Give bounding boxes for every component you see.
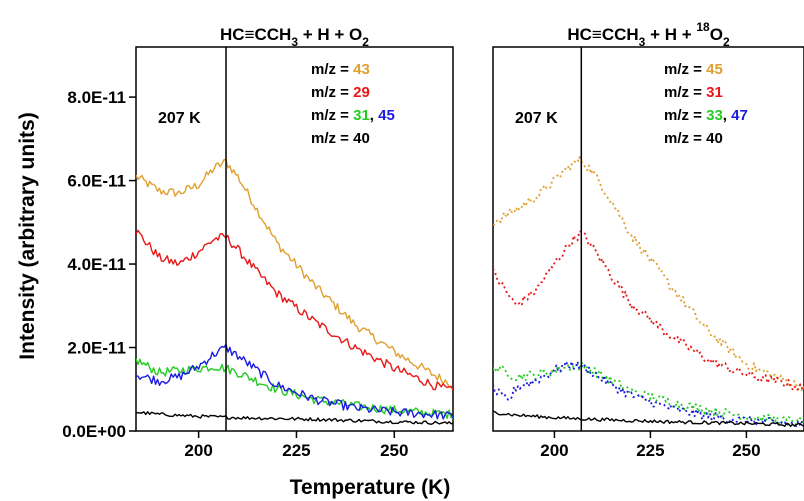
legend-entry: m/z = 40: [664, 130, 723, 147]
y-tick-label: 0.0E+00: [62, 422, 126, 441]
y-axis-title: Intensity (arbitrary units): [16, 112, 39, 359]
legend-entry: m/z = 45: [664, 61, 723, 78]
legend-entry: m/z = 43: [311, 61, 370, 78]
series-line-mz-31: [136, 358, 453, 420]
plot-frame: [135, 46, 454, 432]
y-tick-label: 6.0E-11: [67, 172, 126, 191]
x-tick-label: 225: [282, 441, 310, 460]
panel-title: HC≡CCH3 + H + 18O2: [567, 20, 730, 49]
x-tick-label: 250: [380, 441, 408, 460]
x-tick-label: 250: [732, 441, 760, 460]
series-line-mz-40: [136, 411, 453, 425]
legend-entry: m/z = 33, 47: [664, 107, 748, 124]
series-line-mz-47: [493, 360, 804, 428]
y-tick-label: 4.0E-11: [67, 255, 126, 274]
x-tick-label: 225: [636, 441, 664, 460]
series-line-mz-31: [493, 230, 804, 391]
temperature-annotation: 207 K: [158, 110, 201, 127]
legend-entry: m/z = 40: [311, 130, 370, 147]
series-line-mz-45: [136, 343, 453, 420]
x-tick-label: 200: [184, 441, 212, 460]
series-line-mz-45: [493, 155, 804, 393]
series-line-mz-33: [493, 361, 804, 426]
y-tick-label: 2.0E-11: [67, 339, 126, 358]
legend-entry: m/z = 31, 45: [311, 107, 395, 124]
y-tick-label: 8.0E-11: [67, 88, 126, 107]
panel-right: HC≡CCH3 + H + 18O2 200 225 250 207 K m/z = 45…: [492, 20, 804, 460]
series-line-mz-40: [493, 410, 804, 427]
temperature-annotation: 207 K: [515, 110, 558, 127]
legend-entry: m/z = 31: [664, 84, 723, 101]
series-line-mz-29: [136, 229, 453, 391]
series-line-mz-43: [136, 158, 453, 390]
x-axis-title: Temperature (K): [290, 476, 451, 499]
legend-entry: m/z = 29: [311, 84, 370, 101]
panel-title: HC≡CCH3 + H + O2: [220, 25, 369, 49]
panel-left: HC≡CCH3 + H + O2 200 225 250 0.0E+00 2.0E-11 4…: [62, 25, 454, 460]
plot-frame: [492, 46, 804, 432]
x-tick-label: 200: [540, 441, 568, 460]
